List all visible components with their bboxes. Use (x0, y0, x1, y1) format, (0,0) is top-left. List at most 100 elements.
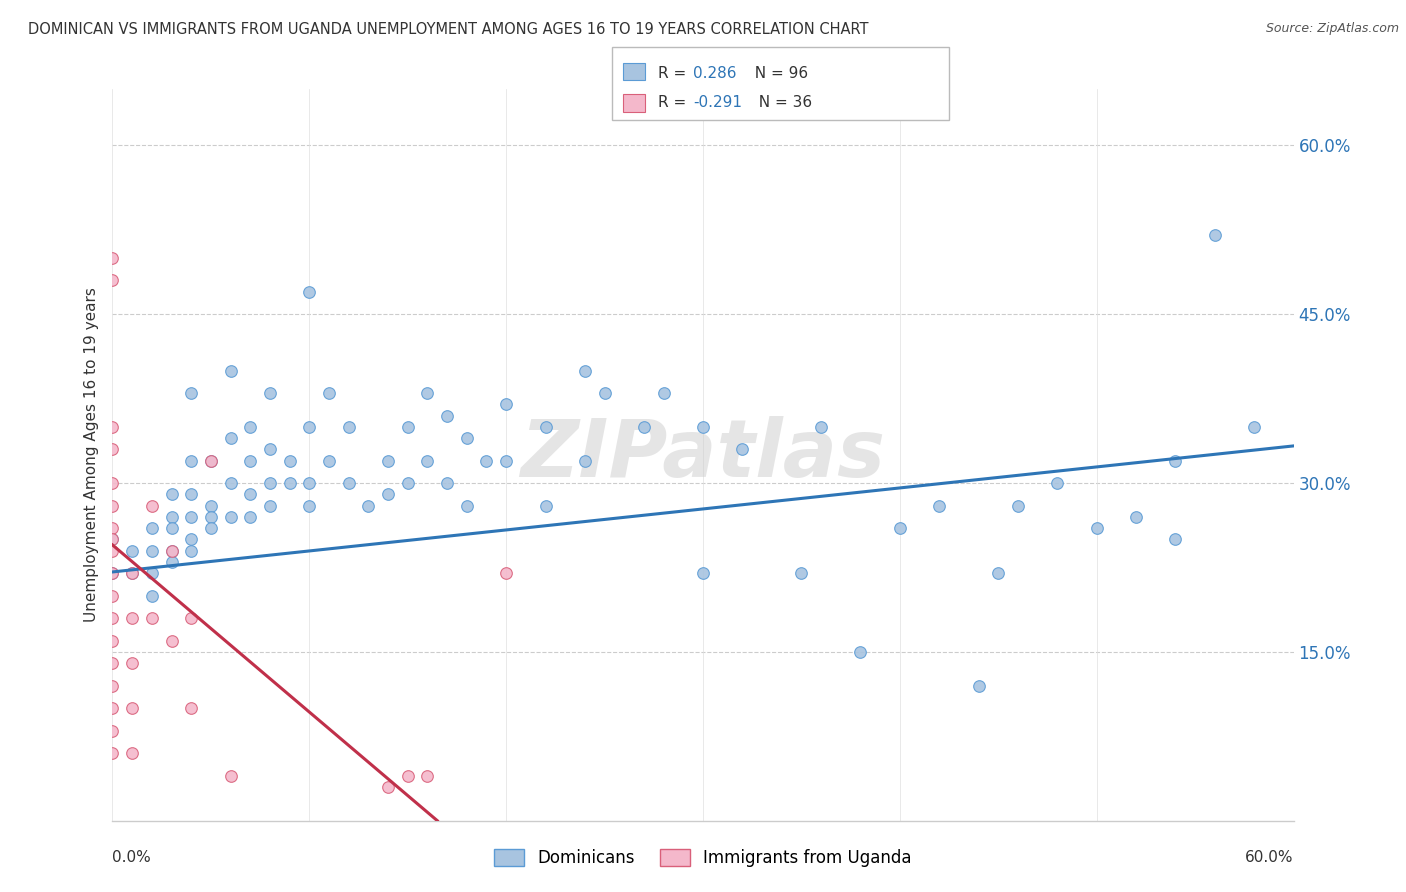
Text: ZIPatlas: ZIPatlas (520, 416, 886, 494)
Text: R =: R = (658, 66, 692, 80)
Point (121, 746, 143, 760)
Point (259, 476, 281, 491)
Point (101, 611, 124, 625)
Point (101, 746, 124, 760)
Point (160, 509, 183, 524)
Point (1007, 499, 1029, 513)
Point (790, 566, 813, 580)
Point (219, 476, 242, 491)
Text: DOMINICAN VS IMMIGRANTS FROM UGANDA UNEMPLOYMENT AMONG AGES 16 TO 19 YEARS CORRE: DOMINICAN VS IMMIGRANTS FROM UGANDA UNEM… (28, 22, 869, 37)
Point (121, 566, 143, 580)
Point (101, 251, 124, 265)
Point (200, 521, 222, 535)
Point (200, 453, 222, 467)
Point (652, 386, 675, 401)
Point (160, 633, 183, 648)
Point (1204, 228, 1226, 243)
Point (180, 543, 202, 558)
Y-axis label: Unemployment Among Ages 16 to 19 years: Unemployment Among Ages 16 to 19 years (83, 287, 98, 623)
Point (239, 487, 262, 501)
Point (101, 273, 124, 287)
Point (298, 499, 321, 513)
Point (967, 679, 990, 693)
Text: 0.286: 0.286 (693, 66, 737, 80)
Point (692, 419, 714, 434)
Text: 0.0%: 0.0% (112, 850, 152, 865)
Point (396, 769, 419, 783)
Point (200, 453, 222, 467)
Point (1046, 476, 1069, 491)
Point (1164, 453, 1187, 467)
Point (495, 397, 517, 411)
Legend: Dominicans, Immigrants from Uganda: Dominicans, Immigrants from Uganda (494, 849, 912, 867)
Point (101, 499, 124, 513)
Point (180, 701, 202, 715)
Point (121, 701, 143, 715)
Text: 60.0%: 60.0% (1246, 850, 1294, 865)
Point (101, 589, 124, 603)
Point (298, 285, 321, 299)
Point (1085, 521, 1108, 535)
Point (219, 509, 242, 524)
Point (534, 419, 557, 434)
Point (377, 453, 399, 467)
Point (101, 521, 124, 535)
Point (298, 419, 321, 434)
Point (141, 521, 163, 535)
Text: Source: ZipAtlas.com: Source: ZipAtlas.com (1265, 22, 1399, 36)
Point (495, 566, 517, 580)
Point (593, 386, 616, 401)
Point (357, 499, 380, 513)
Point (574, 363, 596, 377)
Point (298, 476, 321, 491)
Point (318, 453, 340, 467)
Point (337, 476, 360, 491)
Point (889, 521, 911, 535)
Point (180, 453, 202, 467)
Point (1164, 533, 1187, 547)
Point (180, 487, 202, 501)
Point (731, 442, 754, 457)
Point (121, 656, 143, 670)
Point (278, 476, 301, 491)
Point (337, 419, 360, 434)
Point (377, 780, 399, 794)
Point (219, 431, 242, 445)
Point (849, 645, 872, 659)
Point (633, 419, 655, 434)
Point (101, 476, 124, 491)
Point (574, 453, 596, 467)
Point (101, 543, 124, 558)
Point (101, 566, 124, 580)
Point (101, 533, 124, 547)
Point (101, 442, 124, 457)
Point (101, 633, 124, 648)
Point (141, 499, 163, 513)
Point (495, 453, 517, 467)
Point (101, 701, 124, 715)
Point (121, 611, 143, 625)
Point (200, 509, 222, 524)
Point (141, 543, 163, 558)
Point (1243, 419, 1265, 434)
Point (928, 499, 950, 513)
Point (278, 453, 301, 467)
Point (259, 499, 281, 513)
Point (416, 769, 439, 783)
Point (180, 611, 202, 625)
Point (534, 499, 557, 513)
Point (396, 476, 419, 491)
Point (416, 453, 439, 467)
Point (101, 679, 124, 693)
Point (456, 431, 478, 445)
Point (239, 419, 262, 434)
Point (160, 521, 183, 535)
Point (160, 555, 183, 569)
Point (141, 611, 163, 625)
Point (1125, 509, 1147, 524)
Point (692, 566, 714, 580)
Point (219, 769, 242, 783)
Point (180, 533, 202, 547)
Point (396, 419, 419, 434)
Point (239, 509, 262, 524)
